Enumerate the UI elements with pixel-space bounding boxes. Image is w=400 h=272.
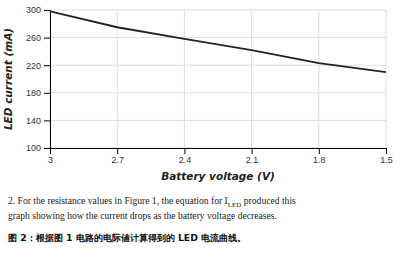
x-axis-line — [51, 149, 387, 155]
y-axis-tick: 100 — [26, 143, 50, 153]
caption-text: 2. For the resistance values in Figure 1… — [8, 195, 228, 206]
caption-line-2: graph showing how the current drops as t… — [8, 210, 277, 221]
x-axis-tick-label: 1.8 — [313, 155, 326, 165]
x-axis-tick-mark — [117, 148, 118, 154]
x-axis-tick-mark — [386, 148, 387, 154]
caption-text: produced this — [241, 195, 296, 206]
chart: 3 2.7 2.4 2.1 1.8 1.5 100 140 180 220 260 300 Batter… — [0, 0, 400, 272]
x-axis-tick-label: 2.4 — [179, 155, 192, 165]
y-axis: 100 140 180 220 260 300 — [26, 5, 51, 153]
marks — [50, 11, 386, 72]
y-axis-tick-label: 140 — [26, 116, 41, 126]
x-axis-tick-label: 2.7 — [111, 155, 124, 165]
x-axis: 3 2.7 2.4 2.1 1.8 1.5 — [48, 148, 393, 165]
y-axis-tick-mark — [44, 120, 50, 121]
x-axis-tick: 1.5 — [380, 148, 393, 165]
x-axis-title: Battery voltage (V) — [161, 170, 275, 182]
y-axis-tick: 300 — [26, 5, 50, 15]
y-axis-tick-mark — [44, 93, 50, 94]
y-axis-tick-label: 300 — [26, 5, 41, 15]
y-axis-tick-label: 220 — [26, 61, 41, 71]
x-axis-tick-label: 3 — [48, 155, 53, 165]
caption-chinese: 图 2：根据图 1 电路的电际値计算得到的 LED 电流曲线。 — [8, 232, 246, 243]
grid — [50, 10, 386, 148]
y-axis-line — [44, 11, 51, 149]
grid-line-y — [50, 10, 386, 11]
x-axis-tick: 3 — [48, 148, 53, 165]
x-axis-tick-label: 1.5 — [380, 155, 393, 165]
x-axis-tick-label: 2.1 — [246, 155, 259, 165]
x-axis-tick: 2.4 — [179, 148, 192, 165]
y-axis-tick: 140 — [26, 116, 50, 126]
y-axis-title: LED current (mA) — [2, 28, 14, 130]
grid-line-x — [318, 10, 319, 148]
grid-line-y — [50, 120, 386, 121]
y-axis-tick: 260 — [26, 33, 50, 43]
y-axis-tick-label: 180 — [26, 88, 41, 98]
y-axis-tick-mark — [44, 38, 50, 39]
caption-subscript: LED — [228, 201, 242, 209]
x-axis-tick-mark — [252, 148, 253, 154]
grid-line-y — [50, 92, 386, 93]
plot-area: 3 2.7 2.4 2.1 1.8 1.5 100 140 180 220 260 300 — [26, 5, 393, 165]
x-axis-tick-mark — [319, 148, 320, 154]
y-axis-tick: 180 — [26, 88, 50, 98]
x-axis-tick: 1.8 — [313, 148, 326, 165]
y-axis-tick-mark — [44, 148, 50, 149]
y-axis-tick-mark — [44, 10, 50, 11]
caption-line-1: 2. For the resistance values in Figure 1… — [8, 195, 296, 209]
grid-line-x — [117, 10, 118, 148]
y-axis-tick-mark — [44, 65, 50, 66]
grid-line-x — [184, 10, 185, 148]
x-axis-tick: 2.7 — [111, 148, 124, 165]
x-axis-tick: 2.1 — [246, 148, 259, 165]
y-axis-tick-label: 100 — [26, 143, 41, 153]
y-axis-tick-label: 260 — [26, 33, 41, 43]
grid-line-x — [386, 10, 387, 148]
grid-line-y — [50, 37, 386, 38]
y-axis-tick: 220 — [26, 61, 50, 71]
x-axis-tick-mark — [184, 148, 185, 154]
grid-line-x — [251, 10, 252, 148]
line — [50, 11, 386, 72]
